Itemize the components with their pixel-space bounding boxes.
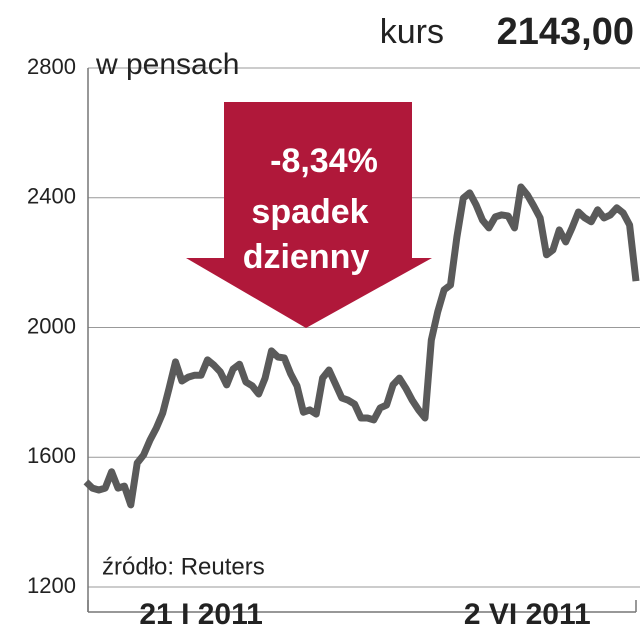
title-value: 2143,00 <box>497 11 634 53</box>
y-label: w pensach <box>95 48 239 81</box>
y-tick-label: 2400 <box>27 184 76 209</box>
y-tick-label: 1600 <box>27 443 76 468</box>
price-line <box>83 183 640 509</box>
annotation: spadek <box>251 193 368 231</box>
y-tick-label: 2800 <box>27 54 76 79</box>
source: źródło: Reuters <box>102 553 265 580</box>
y-tick-label: 1200 <box>27 573 76 598</box>
arrow <box>186 102 432 328</box>
annotation: dzienny <box>243 238 370 276</box>
y-tick-label: 2000 <box>27 313 76 338</box>
x-tick-label: 2 VI 2011 <box>464 598 591 631</box>
x-tick-label: 21 I 2011 <box>139 598 262 631</box>
title-label: kurs <box>380 13 444 51</box>
annotation: -8,34% <box>270 142 378 180</box>
